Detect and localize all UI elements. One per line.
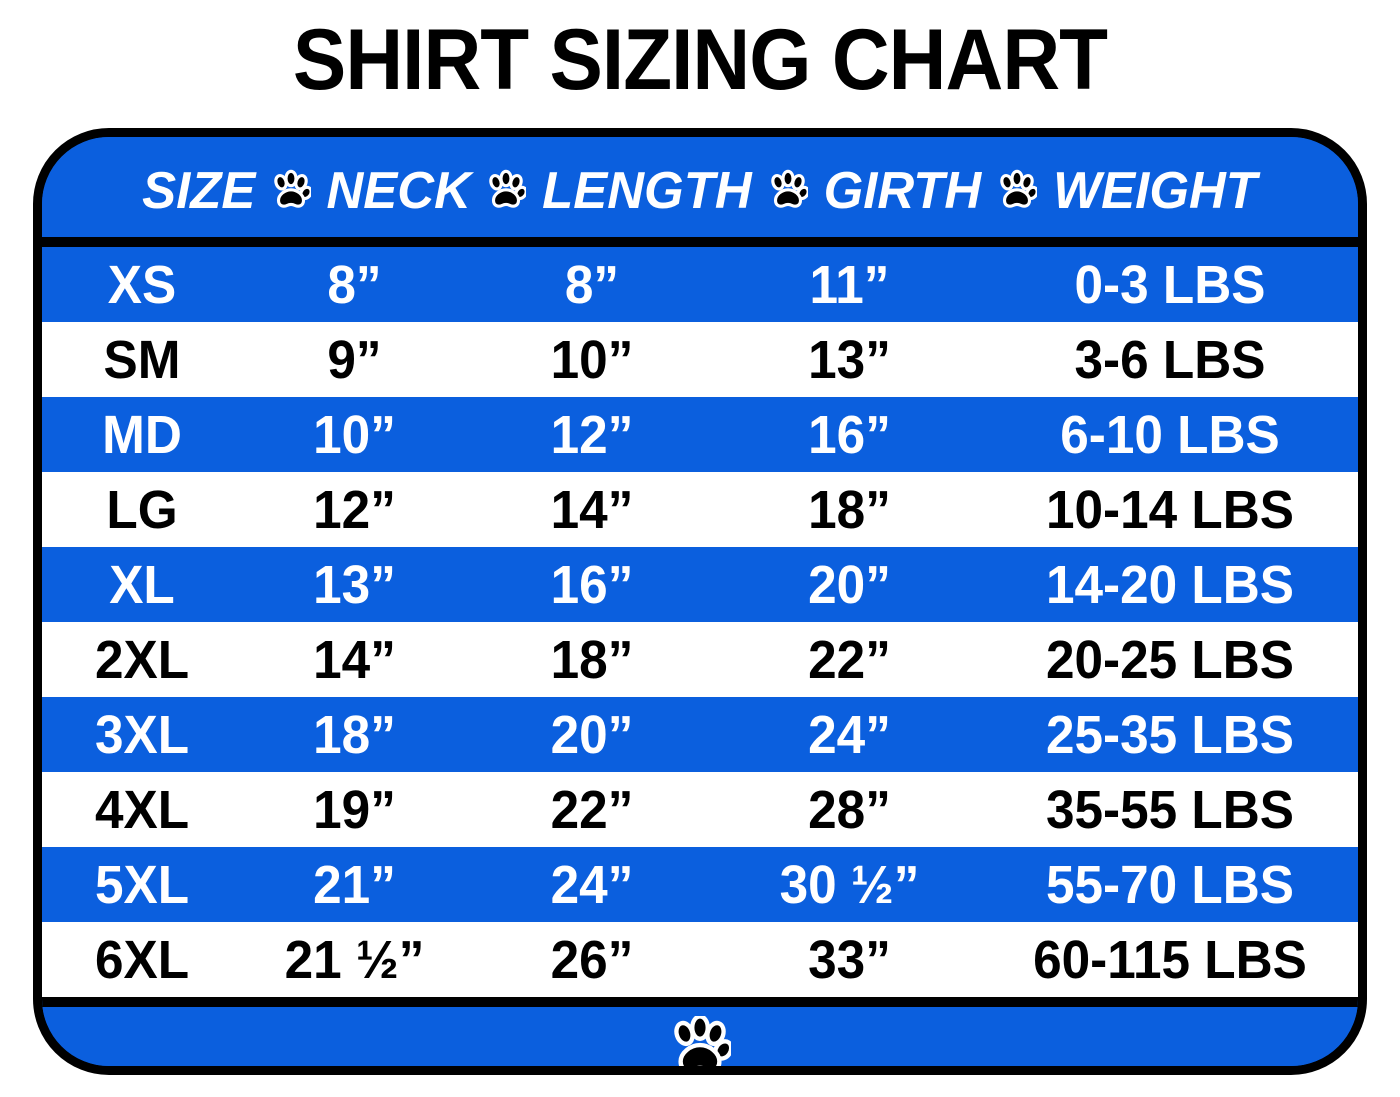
table-header-inner: SIZE NECK bbox=[141, 165, 1259, 217]
paw-print-icon bbox=[768, 168, 808, 214]
cell-weight: 25-35 LBS bbox=[1045, 704, 1295, 765]
cell-size: 5XL bbox=[94, 854, 190, 915]
column-header-weight: WEIGHT bbox=[1052, 162, 1257, 220]
paw-print-icon bbox=[669, 1016, 731, 1066]
cell-neck: 14” bbox=[313, 629, 396, 690]
sizing-table-body: XS 8” 8” 11” 0-3 LBS SM 9” 10” 13” 3-6 LBS MD 10” 12… bbox=[42, 247, 1358, 997]
cell-weight: 0-3 LBS bbox=[1074, 254, 1266, 315]
cell-neck: 8” bbox=[327, 254, 382, 315]
page-title: SHIRT SIZING CHART bbox=[292, 12, 1108, 108]
cell-length: 18” bbox=[550, 629, 634, 690]
column-header-girth: GIRTH bbox=[823, 162, 982, 220]
cell-length: 22” bbox=[550, 779, 634, 840]
cell-girth: 13” bbox=[808, 329, 891, 390]
cell-girth: 33” bbox=[808, 929, 891, 990]
cell-length: 14” bbox=[550, 479, 634, 540]
cell-weight: 10-14 LBS bbox=[1045, 479, 1295, 540]
cell-length: 10” bbox=[550, 329, 634, 390]
cell-neck: 18” bbox=[313, 704, 396, 765]
cell-girth: 28” bbox=[808, 779, 891, 840]
cell-weight: 60-115 LBS bbox=[1033, 929, 1307, 990]
cell-weight: 55-70 LBS bbox=[1045, 854, 1295, 915]
cell-girth: 11” bbox=[809, 254, 890, 315]
cell-size: 3XL bbox=[94, 704, 190, 765]
table-row: 5XL 21” 24” 30 ½” 55-70 LBS bbox=[42, 847, 1358, 922]
cell-neck: 19” bbox=[313, 779, 396, 840]
cell-length: 12” bbox=[550, 404, 634, 465]
footer-divider bbox=[42, 997, 1358, 1007]
cell-neck: 12” bbox=[313, 479, 396, 540]
table-row: 3XL 18” 20” 24” 25-35 LBS bbox=[42, 697, 1358, 772]
cell-size: XL bbox=[109, 554, 175, 615]
table-row: MD 10” 12” 16” 6-10 LBS bbox=[42, 397, 1358, 472]
cell-size: 2XL bbox=[94, 629, 190, 690]
cell-neck: 21” bbox=[313, 854, 396, 915]
table-header-row: SIZE NECK bbox=[42, 137, 1358, 237]
paw-print-icon bbox=[997, 168, 1037, 214]
cell-size: 6XL bbox=[94, 929, 190, 990]
cell-weight: 20-25 LBS bbox=[1045, 629, 1295, 690]
table-row: 4XL 19” 22” 28” 35-55 LBS bbox=[42, 772, 1358, 847]
cell-girth: 20” bbox=[808, 554, 891, 615]
cell-length: 26” bbox=[550, 929, 634, 990]
paw-print-icon bbox=[486, 168, 527, 214]
table-row: SM 9” 10” 13” 3-6 LBS bbox=[42, 322, 1358, 397]
cell-weight: 6-10 LBS bbox=[1060, 404, 1280, 465]
cell-neck: 9” bbox=[327, 329, 382, 390]
cell-size: SM bbox=[103, 329, 181, 390]
cell-girth: 18” bbox=[808, 479, 891, 540]
table-row: 2XL 14” 18” 22” 20-25 LBS bbox=[42, 622, 1358, 697]
cell-size: LG bbox=[106, 479, 178, 540]
cell-girth: 16” bbox=[808, 404, 891, 465]
cell-weight: 35-55 LBS bbox=[1045, 779, 1295, 840]
cell-size: MD bbox=[102, 404, 182, 465]
column-header-size: SIZE bbox=[142, 162, 256, 220]
cell-size: 4XL bbox=[94, 779, 190, 840]
cell-length: 8” bbox=[564, 254, 620, 315]
cell-length: 20” bbox=[550, 704, 634, 765]
cell-length: 24” bbox=[550, 854, 634, 915]
column-header-length: LENGTH bbox=[542, 162, 752, 220]
table-row: XL 13” 16” 20” 14-20 LBS bbox=[42, 547, 1358, 622]
column-header-neck: NECK bbox=[326, 162, 471, 220]
header-divider bbox=[42, 237, 1358, 247]
cell-weight: 14-20 LBS bbox=[1045, 554, 1295, 615]
cell-neck: 10” bbox=[313, 404, 396, 465]
card-footer bbox=[42, 1007, 1358, 1066]
paw-print-icon bbox=[271, 168, 311, 214]
table-row: LG 12” 14” 18” 10-14 LBS bbox=[42, 472, 1358, 547]
cell-weight: 3-6 LBS bbox=[1074, 329, 1266, 390]
sizing-chart-card: SIZE NECK bbox=[33, 128, 1367, 1075]
cell-size: XS bbox=[107, 254, 177, 315]
cell-neck: 21 ½” bbox=[284, 929, 425, 990]
cell-girth: 24” bbox=[808, 704, 891, 765]
table-row: 6XL 21 ½” 26” 33” 60-115 LBS bbox=[42, 922, 1358, 997]
cell-length: 16” bbox=[550, 554, 634, 615]
cell-girth: 22” bbox=[808, 629, 891, 690]
cell-neck: 13” bbox=[313, 554, 396, 615]
table-row: XS 8” 8” 11” 0-3 LBS bbox=[42, 247, 1358, 322]
cell-girth: 30 ½” bbox=[779, 854, 920, 915]
